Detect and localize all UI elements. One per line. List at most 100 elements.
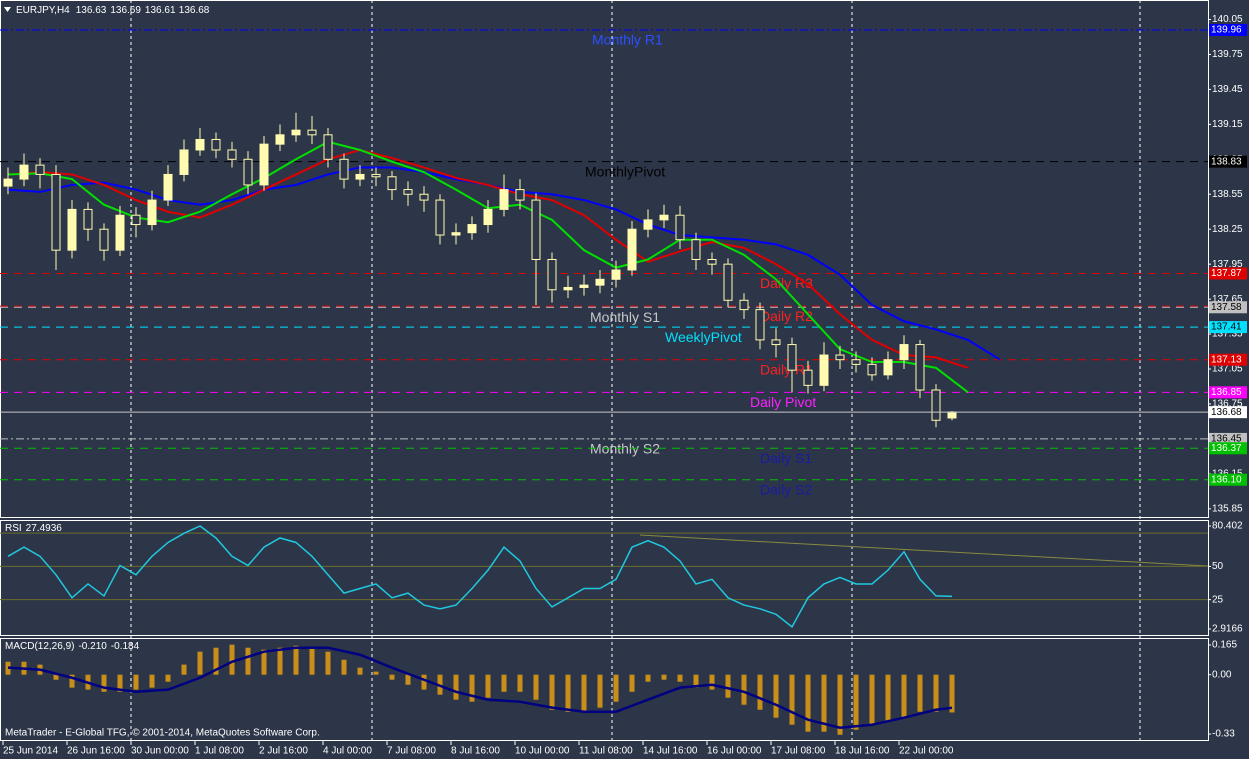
x-tick-label: 2 Jul 16:00 (259, 746, 308, 757)
macd-bar (805, 674, 811, 732)
y-tick-label: 0.165 (1212, 640, 1237, 651)
candle-body (451, 232, 461, 236)
y-tick-label: 2.9166 (1212, 624, 1243, 635)
x-tick-label: 10 Jul 00:00 (515, 746, 570, 757)
candle-body (67, 208, 77, 251)
macd-bar (661, 674, 667, 680)
y-tick-label: 138.25 (1212, 224, 1243, 235)
candle-body (787, 344, 797, 371)
candle-body (243, 158, 253, 186)
macd-bar (597, 674, 603, 708)
y-tick-label: 137.05 (1212, 364, 1243, 375)
y-tick-label: 137.35 (1212, 329, 1243, 340)
level-price-label: 137.58 (1211, 302, 1242, 313)
last-high: 136.69 (110, 5, 141, 16)
macd-bar (405, 674, 411, 685)
candle-body (915, 344, 925, 391)
candle-body (707, 259, 717, 265)
candle-body (947, 411, 957, 419)
y-tick-label: 50 (1212, 561, 1224, 572)
level-name: WeeklyPivot (665, 329, 742, 345)
signal-line (7, 646, 953, 730)
macd-bar (277, 647, 283, 675)
candle-body (99, 228, 109, 251)
x-tick-label: 30 Jun 00:00 (131, 746, 189, 757)
candle-body (883, 359, 893, 376)
y-tick-label: -0.33 (1212, 729, 1235, 740)
level-price-label: 136.37 (1211, 443, 1242, 454)
candle-body (83, 208, 93, 230)
level-price-box (1209, 442, 1247, 455)
candle-body (387, 176, 397, 191)
x-tick-label: 26 Jun 16:00 (67, 746, 125, 757)
candle-body (723, 263, 733, 301)
macd-bar (213, 647, 219, 675)
macd-bar (741, 674, 747, 705)
macd-bar (821, 674, 827, 732)
macd-bar (949, 674, 955, 713)
level-name: Daily S1 (760, 450, 812, 466)
macd-bar (469, 674, 475, 702)
candle-body (531, 199, 541, 260)
x-tick-label: 8 Jul 16:00 (451, 746, 500, 757)
macd-bar (261, 649, 267, 675)
candle-body (499, 189, 509, 210)
macd-bar (485, 674, 491, 698)
macd-bar (245, 647, 251, 675)
x-tick-label: 7 Jul 08:00 (387, 746, 436, 757)
macd-bar (453, 674, 459, 700)
y-tick-label: 140.05 (1212, 14, 1243, 25)
candle-body (851, 359, 861, 365)
macd-bar (757, 674, 763, 710)
candle-body (275, 134, 285, 145)
macd-bar (293, 645, 299, 675)
level-price-box (1209, 321, 1247, 334)
macd-bar (853, 674, 859, 730)
macd-bar (53, 674, 59, 680)
macd-header: MACD(12,26,9) -0.210 -0.184 (5, 641, 140, 652)
level-price-box (1209, 473, 1247, 486)
panel-frames (0, 0, 1209, 741)
y-tick-label: 135.85 (1212, 503, 1243, 514)
last-close: 136.68 (179, 5, 210, 16)
macd-bar (421, 674, 427, 690)
candle-body (51, 173, 61, 251)
price-panel-frame (0, 0, 1209, 518)
y-tick-label: 138.55 (1212, 189, 1243, 200)
level-name: Daily Pivot (750, 394, 816, 410)
level-price-box (1209, 301, 1247, 314)
macd-bar (773, 674, 779, 718)
y-tick-label: 80.402 (1212, 521, 1243, 532)
candle-body (675, 214, 685, 241)
macd-bar (357, 667, 363, 675)
candle-body (227, 149, 237, 160)
menu-arrow[interactable] (4, 7, 11, 12)
price-header: EURJPY,H4 136.63 136.69 136.61 136.68 (16, 5, 210, 16)
candle-body (867, 363, 877, 376)
level-price-label: 136.85 (1211, 387, 1242, 398)
candle-body (403, 189, 413, 195)
candle-body (755, 309, 765, 341)
macd-bar (645, 674, 651, 682)
macd-bar (325, 651, 331, 675)
macd-bar (133, 674, 139, 690)
y-tick-label: 137.65 (1212, 294, 1243, 305)
level-price-box (1209, 155, 1247, 168)
level-name: Daily R1 (760, 361, 813, 377)
macd-bar (229, 644, 235, 675)
level-price-label: 139.96 (1211, 25, 1242, 36)
macd-bar (693, 674, 699, 688)
candle-body (595, 278, 605, 286)
candle-body (771, 339, 781, 346)
y-tick-label: 25 (1212, 594, 1224, 605)
macd-bar (69, 674, 75, 688)
candle-body (627, 228, 637, 271)
y-tick-label: 136.75 (1212, 399, 1243, 410)
macd-bar (309, 647, 315, 675)
candle-body (291, 129, 301, 136)
macd-bar (837, 674, 843, 735)
level-name: Daily R2 (760, 308, 813, 324)
x-tick-label: 25 Jun 2014 (3, 746, 58, 757)
